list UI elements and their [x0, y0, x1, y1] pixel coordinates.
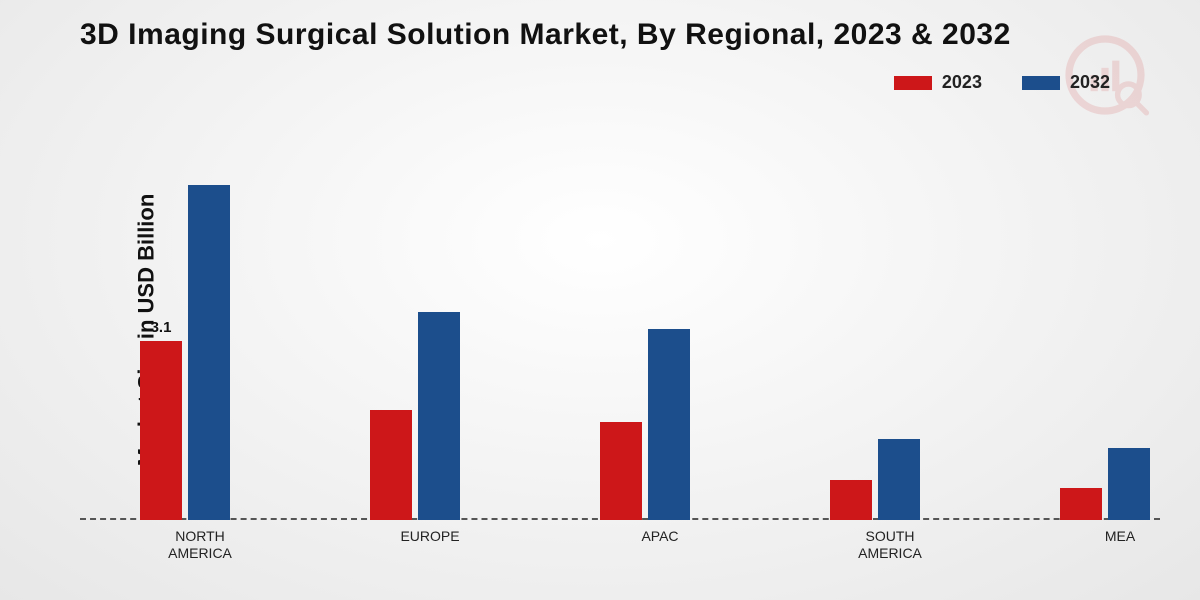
legend-item-2023: 2023: [894, 72, 982, 93]
bar-2032: [1108, 448, 1150, 520]
bar-2023: [370, 410, 412, 520]
bar-2023: 3.1: [140, 341, 182, 520]
bar-2032: [648, 329, 690, 520]
chart-title: 3D Imaging Surgical Solution Market, By …: [80, 18, 1011, 52]
bar-group: 3.1NORTH AMERICA: [140, 185, 260, 520]
bar-2023: [1060, 488, 1102, 520]
bar-2023: [600, 422, 642, 520]
x-axis-category-label: MEA: [1105, 528, 1135, 545]
bar-value-label: 3.1: [151, 319, 172, 336]
bar-group: MEA: [1060, 448, 1180, 520]
legend-swatch-2023: [894, 76, 932, 90]
x-axis-category-label: SOUTH AMERICA: [858, 528, 922, 562]
bar-2032: [418, 312, 460, 520]
legend: 2023 2032: [894, 72, 1110, 93]
legend-label-2023: 2023: [942, 72, 982, 93]
bar-2023: [830, 480, 872, 520]
plot-area: 3.1NORTH AMERICAEUROPEAPACSOUTH AMERICAM…: [80, 150, 1160, 520]
chart-canvas: 3D Imaging Surgical Solution Market, By …: [0, 0, 1200, 600]
x-axis-category-label: APAC: [641, 528, 678, 545]
bar-group: EUROPE: [370, 312, 490, 520]
bar-2032: [188, 185, 230, 520]
legend-swatch-2032: [1022, 76, 1060, 90]
x-axis-category-label: EUROPE: [400, 528, 459, 545]
bar-2032: [878, 439, 920, 520]
x-axis-category-label: NORTH AMERICA: [168, 528, 232, 562]
bar-group: APAC: [600, 329, 720, 520]
legend-label-2032: 2032: [1070, 72, 1110, 93]
legend-item-2032: 2032: [1022, 72, 1110, 93]
bar-group: SOUTH AMERICA: [830, 439, 950, 520]
